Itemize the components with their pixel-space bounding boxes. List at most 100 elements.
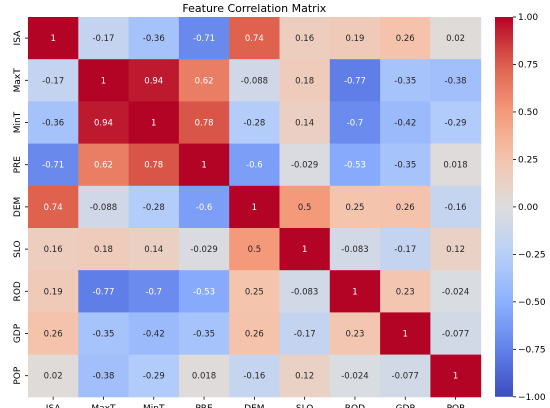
- cell-value-label: 0.26: [245, 330, 264, 340]
- cell-value-label: -0.35: [193, 330, 215, 340]
- cell-value-label: -0.36: [143, 34, 165, 44]
- cell-value-label: 0.26: [396, 34, 415, 44]
- cell-value-label: 1: [403, 330, 408, 340]
- cell-value-label: 1: [101, 76, 106, 86]
- cell-value-label: -0.71: [42, 161, 64, 171]
- cell-value-label: -0.42: [394, 119, 416, 129]
- heatmap-cell: [430, 312, 482, 356]
- heatmap-cell: [229, 228, 280, 271]
- cell-value-label: 0.5: [248, 245, 262, 255]
- cell-value-label: 1: [453, 372, 458, 382]
- heatmap-cell: [78, 101, 130, 145]
- x-tick-label: MaxT: [91, 404, 116, 408]
- heatmap-cell: [380, 312, 431, 356]
- cell-value-label: -0.083: [341, 245, 368, 255]
- cell-value-label: 0.78: [144, 161, 163, 171]
- cell-value-label: -0.53: [344, 161, 366, 171]
- cell-value-label: 0.18: [295, 76, 314, 86]
- cell-value-label: -0.35: [92, 330, 114, 340]
- cell-value-label: -0.42: [143, 330, 165, 340]
- heatmap-cell: [178, 270, 230, 313]
- y-tick-label: POP: [13, 366, 23, 385]
- heatmap-cell: [128, 185, 180, 229]
- heatmap-cell: [178, 228, 230, 271]
- heatmap-cell: [329, 270, 381, 313]
- heatmap-cell: [329, 354, 381, 398]
- cell-value-label: 0.25: [245, 287, 264, 297]
- heatmap-cell: [28, 17, 79, 60]
- cell-value-label: 0.02: [446, 34, 465, 44]
- cell-value-label: 0.23: [396, 287, 415, 297]
- heatmap-cell: [380, 228, 431, 271]
- y-tick-label: SLO: [13, 240, 23, 258]
- cell-value-label: 0.018: [192, 372, 216, 382]
- x-tick-label: DEM: [244, 404, 264, 408]
- x-tick-label: ISA: [46, 404, 62, 408]
- y-tick-label: MinT: [13, 111, 23, 133]
- cell-value-label: 0.18: [94, 245, 113, 255]
- cell-value-label: 0.26: [396, 203, 415, 213]
- cell-value-label: 0.19: [345, 34, 364, 44]
- heatmap-cell: [178, 354, 230, 398]
- cell-value-label: -0.29: [143, 372, 165, 382]
- cell-value-label: -0.029: [190, 245, 217, 255]
- heatmap-cell: [128, 143, 180, 187]
- y-tick-label: ROD: [13, 281, 23, 301]
- cell-value-label: 0.16: [295, 34, 314, 44]
- heatmap-cell: [178, 185, 230, 229]
- colorbar: 1.00 0.75 0.50 0.25 0.00 −0.25 −0.50 −0.75 −1.00: [495, 13, 546, 403]
- heatmap-cell: [430, 143, 482, 187]
- cell-value-label: 1: [352, 287, 357, 297]
- heatmap-cell: [178, 101, 230, 145]
- y-tick-label: PRE: [13, 156, 23, 174]
- x-tick-label: GDP: [396, 404, 416, 408]
- heatmap-cell: [128, 270, 180, 313]
- x-tick-label: POP: [447, 404, 466, 408]
- cell-value-label: 0.018: [443, 161, 467, 171]
- heatmap-cell: [28, 228, 79, 271]
- colorbar-tick-label: −1.00: [518, 393, 546, 403]
- heatmap-cell: [279, 312, 331, 356]
- heatmap-cell: [28, 270, 79, 313]
- heatmap-cell: [229, 354, 280, 398]
- x-axis-ticks: ISA MaxT MinT PRE DEM SLO ROD GDP POP: [46, 396, 466, 408]
- cell-value-label: -0.7: [145, 287, 162, 297]
- heatmap-cell: [128, 59, 180, 102]
- y-tick-label: GDP: [13, 323, 23, 343]
- heatmap-cell: [430, 17, 482, 60]
- heatmap-cell: [78, 312, 130, 356]
- cell-value-label: -0.17: [92, 34, 114, 44]
- heatmap-cell: [178, 312, 230, 356]
- cell-value-label: -0.77: [92, 287, 114, 297]
- heatmap-cell: [279, 59, 331, 102]
- colorbar-tick-label: 0.75: [518, 60, 538, 70]
- colorbar-tick-label: 0.00: [518, 203, 538, 213]
- heatmap-cell: [229, 101, 280, 145]
- x-tick-label: SLO: [296, 404, 314, 408]
- cell-value-label: -0.077: [392, 372, 419, 382]
- cell-value-label: -0.53: [193, 287, 215, 297]
- heatmap-cell: [279, 101, 331, 145]
- cell-value-label: -0.029: [291, 161, 318, 171]
- x-tick-label: PRE: [195, 404, 213, 408]
- heatmap-cell: [128, 101, 180, 145]
- cell-value-label: -0.77: [344, 76, 366, 86]
- cell-value-label: -0.088: [241, 76, 268, 86]
- cell-value-label: 0.74: [44, 203, 63, 213]
- cell-value-label: -0.38: [92, 372, 114, 382]
- cell-value-label: -0.17: [294, 330, 316, 340]
- y-axis-ticks: ISA MaxT MinT PRE DEM SLO ROD GDP POP: [13, 30, 28, 385]
- cell-value-label: -0.024: [341, 372, 368, 382]
- cell-value-label: -0.28: [143, 203, 165, 213]
- heatmap-cell: [430, 185, 482, 229]
- cell-value-label: 0.16: [44, 245, 63, 255]
- colorbar-tick-label: 1.00: [518, 13, 538, 23]
- x-tick-label: MinT: [143, 404, 165, 408]
- cell-value-label: -0.29: [445, 119, 467, 129]
- heatmap-cell: [78, 59, 130, 102]
- heatmap-cells: 1 -0.17 -0.36 -0.71 0.74 0.16 0.19 0.26 0.02-0.1…: [28, 17, 482, 398]
- cell-value-label: -0.16: [243, 372, 265, 382]
- cell-value-label: -0.6: [196, 203, 213, 213]
- cell-value-label: 1: [201, 161, 206, 171]
- heatmap-cell: [78, 143, 130, 187]
